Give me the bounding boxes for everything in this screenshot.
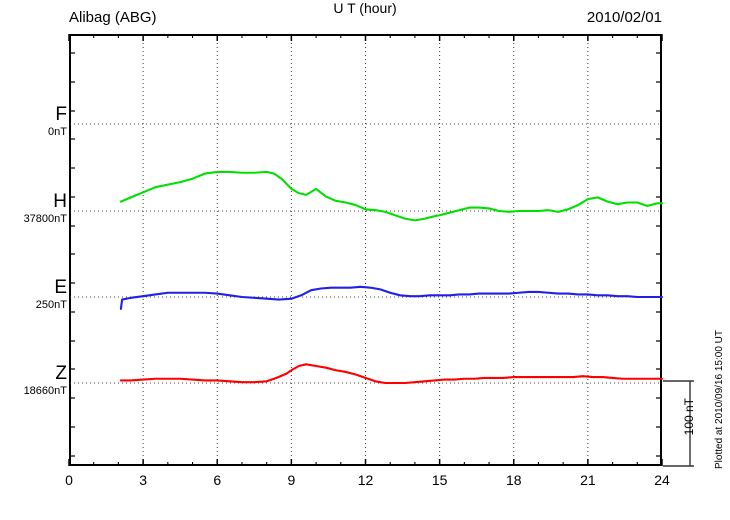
x-tick-label: 15 (431, 472, 448, 488)
component-letter-h: H (53, 191, 67, 212)
observation-date: 2010/02/01 (586, 9, 662, 26)
x-tick-label: 24 (654, 472, 670, 488)
scale-bar-label: 100 nT (682, 398, 696, 436)
x-tick-label: 21 (580, 472, 596, 488)
component-baseline-z: 18660nT (23, 385, 67, 397)
component-letter-e: E (54, 277, 67, 298)
component-label-h: H 37800nT (5, 192, 67, 226)
x-tick-label: 9 (287, 472, 296, 488)
x-tick-label: 0 (65, 472, 73, 488)
component-baseline-f: 0nT (48, 126, 67, 138)
plotted-at-label: Plotted at 2010/09/16 15:00 UT (714, 330, 725, 469)
x-tick-label: 3 (139, 472, 148, 488)
station-title: Alibag (ABG) (69, 9, 157, 26)
component-letter-f: F (55, 104, 67, 125)
x-tick-label: 12 (357, 472, 374, 488)
component-baseline-e: 250nT (35, 299, 67, 311)
component-label-e: E 250nT (5, 278, 67, 312)
x-tick-label: 18 (505, 472, 522, 488)
x-tick-label: 6 (213, 472, 222, 488)
component-label-z: Z 18660nT (5, 364, 67, 398)
x-axis-title: U T (hour) (333, 0, 397, 16)
component-letter-z: Z (55, 363, 67, 384)
component-baseline-h: 37800nT (23, 213, 67, 225)
component-label-f: F 0nT (5, 105, 67, 139)
plot-area (69, 34, 662, 466)
